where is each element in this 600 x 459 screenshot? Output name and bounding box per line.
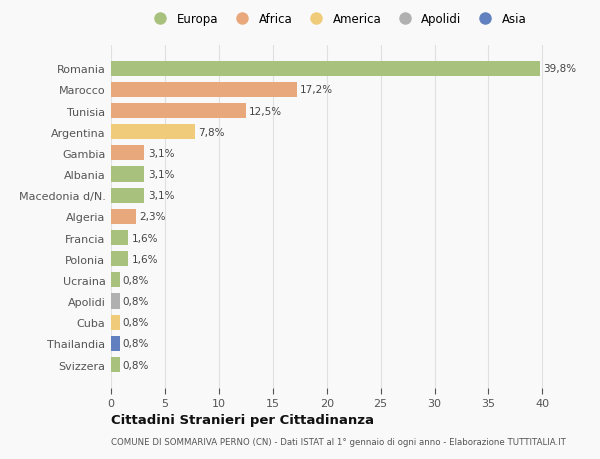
Text: 1,6%: 1,6%: [131, 233, 158, 243]
Text: 0,8%: 0,8%: [123, 339, 149, 348]
Bar: [111, 336, 119, 351]
Text: 0,8%: 0,8%: [123, 318, 149, 327]
Bar: [111, 252, 128, 267]
Bar: [111, 230, 128, 246]
Text: 3,1%: 3,1%: [148, 170, 174, 179]
Bar: [111, 167, 145, 182]
Bar: [111, 188, 145, 203]
Bar: [111, 62, 540, 77]
Bar: [111, 83, 296, 98]
Text: COMUNE DI SOMMARIVA PERNO (CN) - Dati ISTAT al 1° gennaio di ogni anno - Elabora: COMUNE DI SOMMARIVA PERNO (CN) - Dati IS…: [111, 437, 566, 446]
Text: 3,1%: 3,1%: [148, 149, 174, 158]
Bar: [111, 315, 119, 330]
Text: 3,1%: 3,1%: [148, 191, 174, 201]
Bar: [111, 104, 246, 119]
Text: 1,6%: 1,6%: [131, 254, 158, 264]
Text: 0,8%: 0,8%: [123, 275, 149, 285]
Bar: [111, 209, 136, 224]
Text: 12,5%: 12,5%: [249, 106, 282, 116]
Bar: [111, 294, 119, 309]
Text: 7,8%: 7,8%: [199, 128, 225, 137]
Bar: [111, 357, 119, 372]
Bar: [111, 273, 119, 288]
Text: 39,8%: 39,8%: [544, 64, 577, 74]
Bar: [111, 146, 145, 161]
Text: Cittadini Stranieri per Cittadinanza: Cittadini Stranieri per Cittadinanza: [111, 413, 374, 426]
Text: 2,3%: 2,3%: [139, 212, 166, 222]
Legend: Europa, Africa, America, Apolidi, Asia: Europa, Africa, America, Apolidi, Asia: [146, 11, 529, 28]
Text: 0,8%: 0,8%: [123, 360, 149, 369]
Bar: [111, 125, 195, 140]
Text: 0,8%: 0,8%: [123, 297, 149, 306]
Text: 17,2%: 17,2%: [300, 85, 333, 95]
